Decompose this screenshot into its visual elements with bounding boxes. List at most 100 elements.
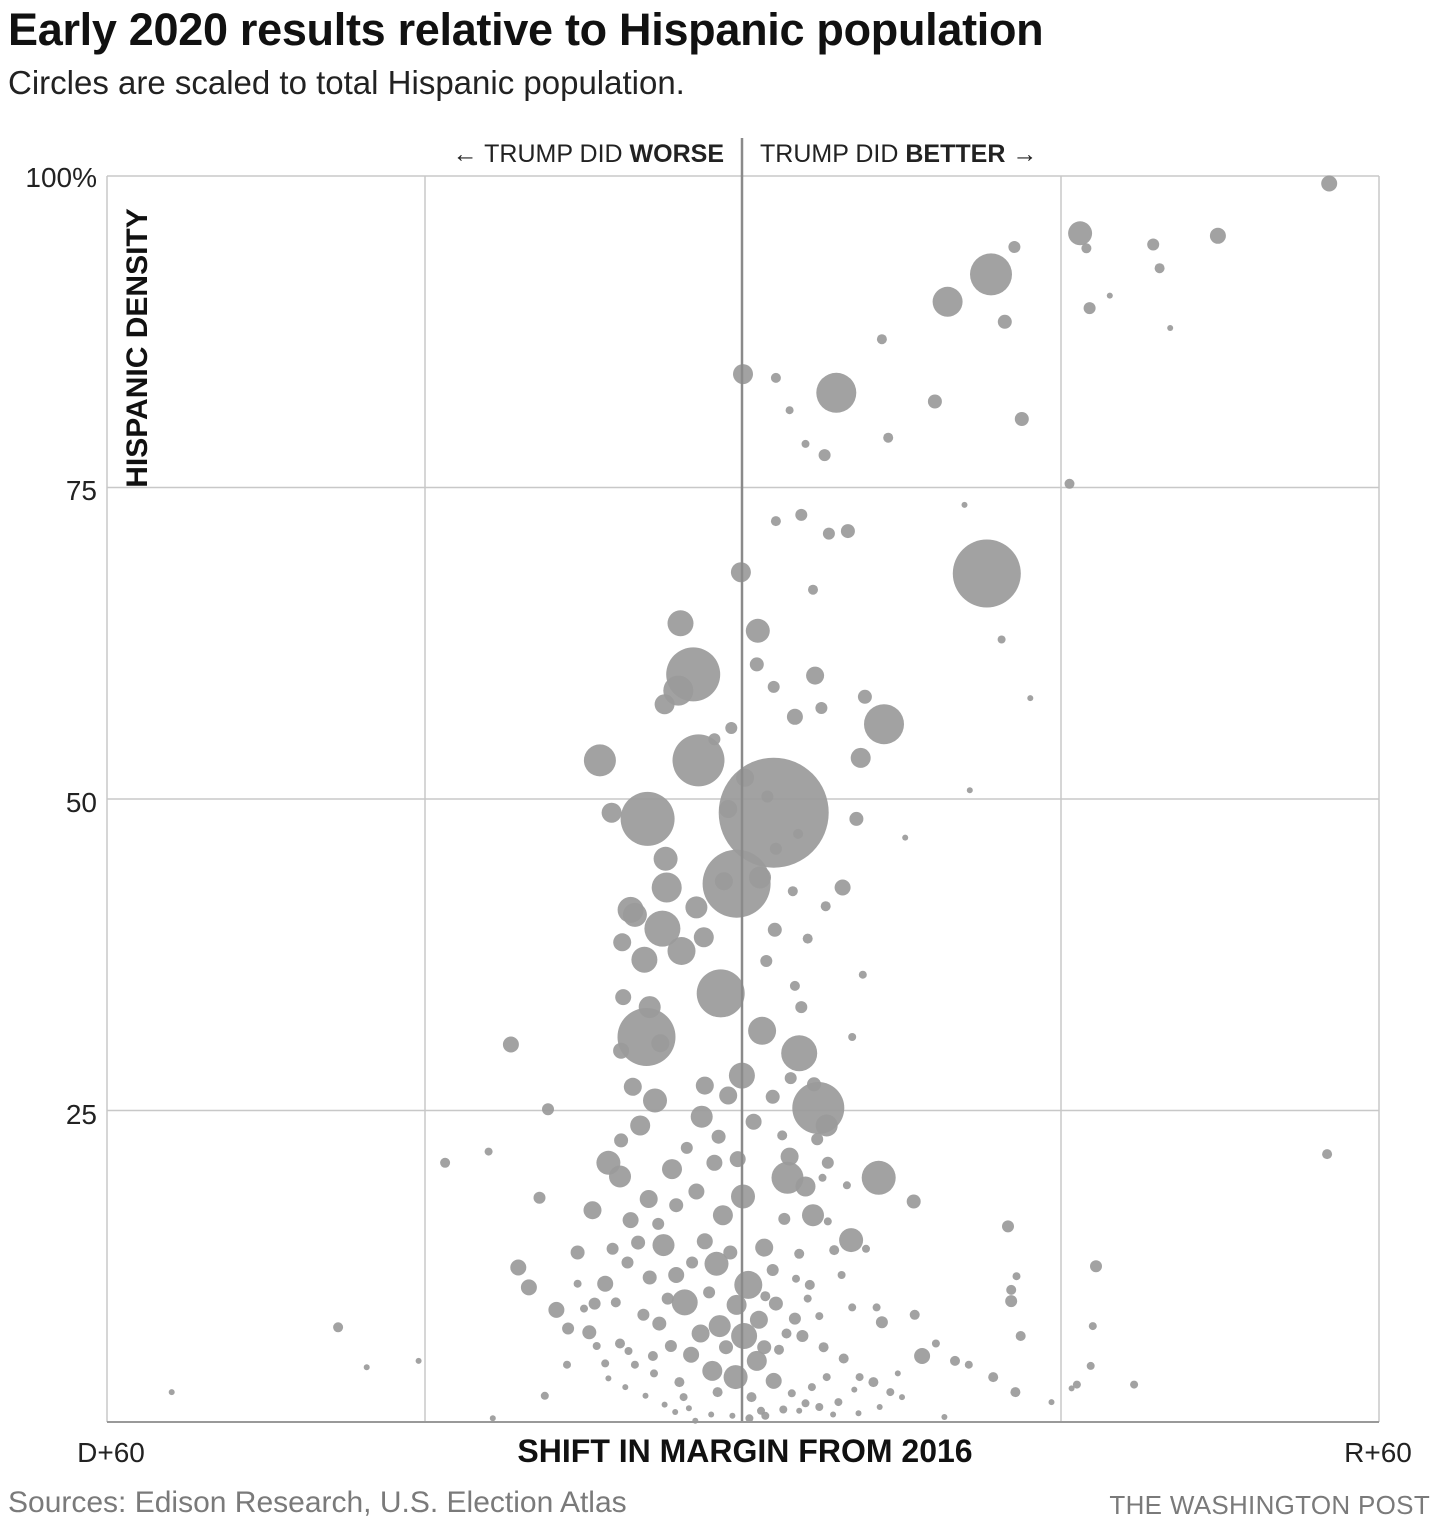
direction-label-worse-bold: WORSE [630,140,724,168]
data-bubble [622,902,647,927]
data-bubble [815,702,828,714]
data-bubble [768,1296,783,1311]
data-bubble [781,1328,792,1339]
data-bubble [695,1076,714,1095]
data-bubble [570,1245,585,1260]
data-bubble [731,1323,758,1349]
data-bubble [583,1201,602,1220]
data-bubble [615,989,632,1006]
data-bubble [642,1270,657,1285]
chart-subtitle: Circles are scaled to total Hispanic pop… [8,64,685,101]
data-bubble [601,802,622,823]
data-bubble [876,1404,883,1410]
data-bubble [683,1346,700,1363]
data-bubble [818,449,831,462]
y-tick-label-50: 50 [66,787,97,818]
data-bubble [1012,1272,1021,1281]
direction-label-better-suffix: → [1005,140,1037,168]
data-bubble [848,1303,857,1312]
data-bubble [714,872,733,891]
data-bubble [780,1147,799,1166]
data-bubble [1081,243,1092,254]
data-bubble [745,1113,762,1130]
data-bubble [830,1411,837,1418]
data-bubble [642,1392,649,1399]
data-bubble [755,1238,774,1257]
data-bubble [1048,1399,1055,1406]
data-bubble [672,1409,679,1415]
data-bubble [726,1294,747,1315]
data-bubble [788,1312,801,1325]
data-bubble [723,1245,738,1260]
data-bubble [793,828,804,839]
data-bubble [1027,695,1034,702]
data-bubble [746,1350,767,1371]
data-bubble [719,1086,738,1105]
data-bubble [703,1286,716,1299]
data-bubble [770,516,781,527]
data-bubble [801,1399,810,1408]
data-bubble [1008,241,1021,253]
data-bubble [679,1393,688,1402]
data-bubble [667,610,694,637]
data-bubble [588,1297,601,1310]
data-bubble [807,1077,821,1092]
data-bubble [605,1375,612,1382]
data-bubble [685,1405,692,1412]
data-bubble [786,708,803,725]
data-bubble [875,1316,888,1329]
data-bubble [1322,1149,1333,1160]
x-axis-label: SHIFT IN MARGIN FROM 2016 [517,1433,972,1469]
data-bubble [736,768,755,787]
data-bubble [688,1183,705,1200]
data-bubble [851,1386,858,1393]
data-bubble [997,314,1012,329]
data-bubble [1002,1220,1014,1233]
data-bubble [961,501,968,508]
data-bubble [582,1325,597,1340]
data-bubble [815,1312,824,1321]
data-bubble [540,1391,549,1400]
data-bubble [794,1248,805,1259]
data-bubble [734,1270,763,1299]
data-bubble [1064,478,1075,489]
data-bubble [729,1412,736,1419]
data-bubble [664,1340,677,1352]
data-bubble [964,1360,973,1369]
data-bubble [787,1389,796,1398]
data-bubble [840,524,855,539]
data-bubble [652,1217,665,1230]
data-bubble [1106,292,1113,299]
data-bubble [674,1377,685,1388]
data-bubble [639,1190,658,1208]
data-bubble [622,1212,639,1229]
data-bubble [902,834,909,841]
y-tick-label-25: 25 [66,1099,97,1130]
data-bubble [440,1157,451,1168]
data-bubble [899,1394,905,1401]
data-bubble [838,1353,849,1364]
data-bubble [931,1339,940,1348]
data-bubble [818,1173,827,1182]
data-bubble [927,394,942,409]
direction-label-better-prefix: TRUMP DID [760,140,905,168]
data-bubble [624,1347,633,1355]
data-bubble [857,689,872,704]
data-bubble [652,1234,675,1257]
data-bubble [680,1141,693,1154]
data-bubble [767,680,780,693]
data-bubble [631,946,658,973]
data-bubble [842,1181,851,1190]
data-bubble [894,1370,901,1377]
chart-title: Early 2020 results relative to Hispanic … [8,4,1044,55]
data-bubble [745,1414,754,1423]
data-bubble [702,849,771,918]
y-tick-labels: 100% 75 50 25 [25,162,97,1130]
data-bubble [745,618,770,643]
data-bubble [729,1151,746,1168]
data-bubble [749,866,771,889]
data-bubble [771,1161,804,1194]
data-bubble [770,372,781,383]
data-bubble [766,1264,779,1276]
